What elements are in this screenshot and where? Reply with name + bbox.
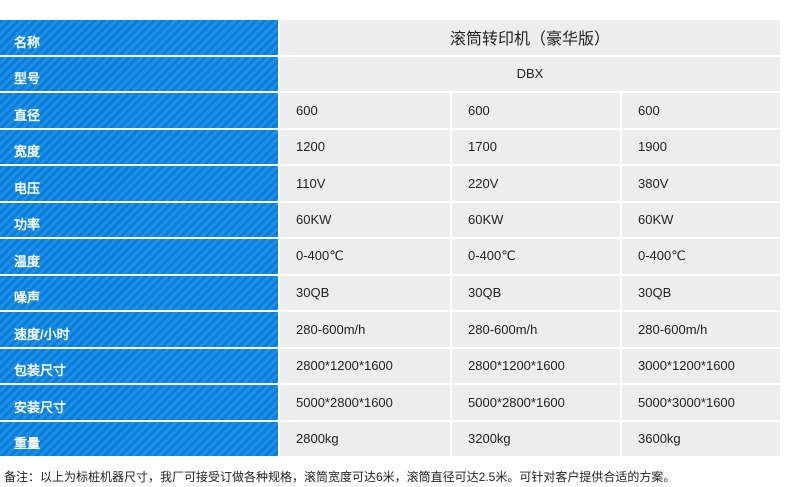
table-cell: 0-400℃ [452, 239, 620, 274]
table-cell: 280-600m/h [280, 312, 450, 347]
table-cell: 3200kg [452, 421, 620, 456]
row-label: 重量 [0, 421, 278, 456]
table-cell: 5000*2800*1600 [452, 385, 620, 420]
table-cell: 2800*1200*1600 [452, 348, 620, 383]
table-cell: 0-400℃ [622, 239, 780, 274]
row-label: 宽度 [0, 129, 278, 164]
table-cell: 60KW [622, 202, 780, 237]
table-cell: 0-400℃ [280, 239, 450, 274]
table-cell: DBX [280, 56, 780, 91]
table-cell: 380V [622, 166, 780, 201]
row-label: 型号 [0, 56, 278, 91]
footnote: 备注：以上为标桩机器尺寸，我厂可接受订做各种规格，滚筒宽度可达6米，滚筒直径可达… [4, 470, 676, 484]
row-label: 电压 [0, 166, 278, 201]
table-cell: 滚筒转印机（豪华版） [280, 20, 780, 55]
table-cell: 3000*1200*1600 [622, 348, 780, 383]
table-cell: 600 [280, 93, 450, 128]
row-label: 温度 [0, 239, 278, 274]
row-label: 噪声 [0, 275, 278, 310]
row-label: 安装尺寸 [0, 385, 278, 420]
table-cell: 2800kg [280, 421, 450, 456]
table-cell: 3600kg [622, 421, 780, 456]
row-label: 直径 [0, 93, 278, 128]
table-cell: 1700 [452, 129, 620, 164]
table-cell: 600 [452, 93, 620, 128]
row-label: 名称 [0, 20, 278, 55]
table-cell: 280-600m/h [622, 312, 780, 347]
table-cell: 5000*2800*1600 [280, 385, 450, 420]
table-cell: 60KW [452, 202, 620, 237]
row-label: 速度/小时 [0, 312, 278, 347]
table-cell: 280-600m/h [452, 312, 620, 347]
row-label: 包装尺寸 [0, 348, 278, 383]
table-cell: 110V [280, 166, 450, 201]
table-cell: 220V [452, 166, 620, 201]
table-cell: 1200 [280, 129, 450, 164]
row-label: 功率 [0, 202, 278, 237]
table-cell: 5000*3000*1600 [622, 385, 780, 420]
table-cell: 60KW [280, 202, 450, 237]
table-cell: 1900 [622, 129, 780, 164]
table-cell: 30QB [622, 275, 780, 310]
table-cell: 600 [622, 93, 780, 128]
table-cell: 30QB [280, 275, 450, 310]
table-cell: 30QB [452, 275, 620, 310]
table-cell: 2800*1200*1600 [280, 348, 450, 383]
